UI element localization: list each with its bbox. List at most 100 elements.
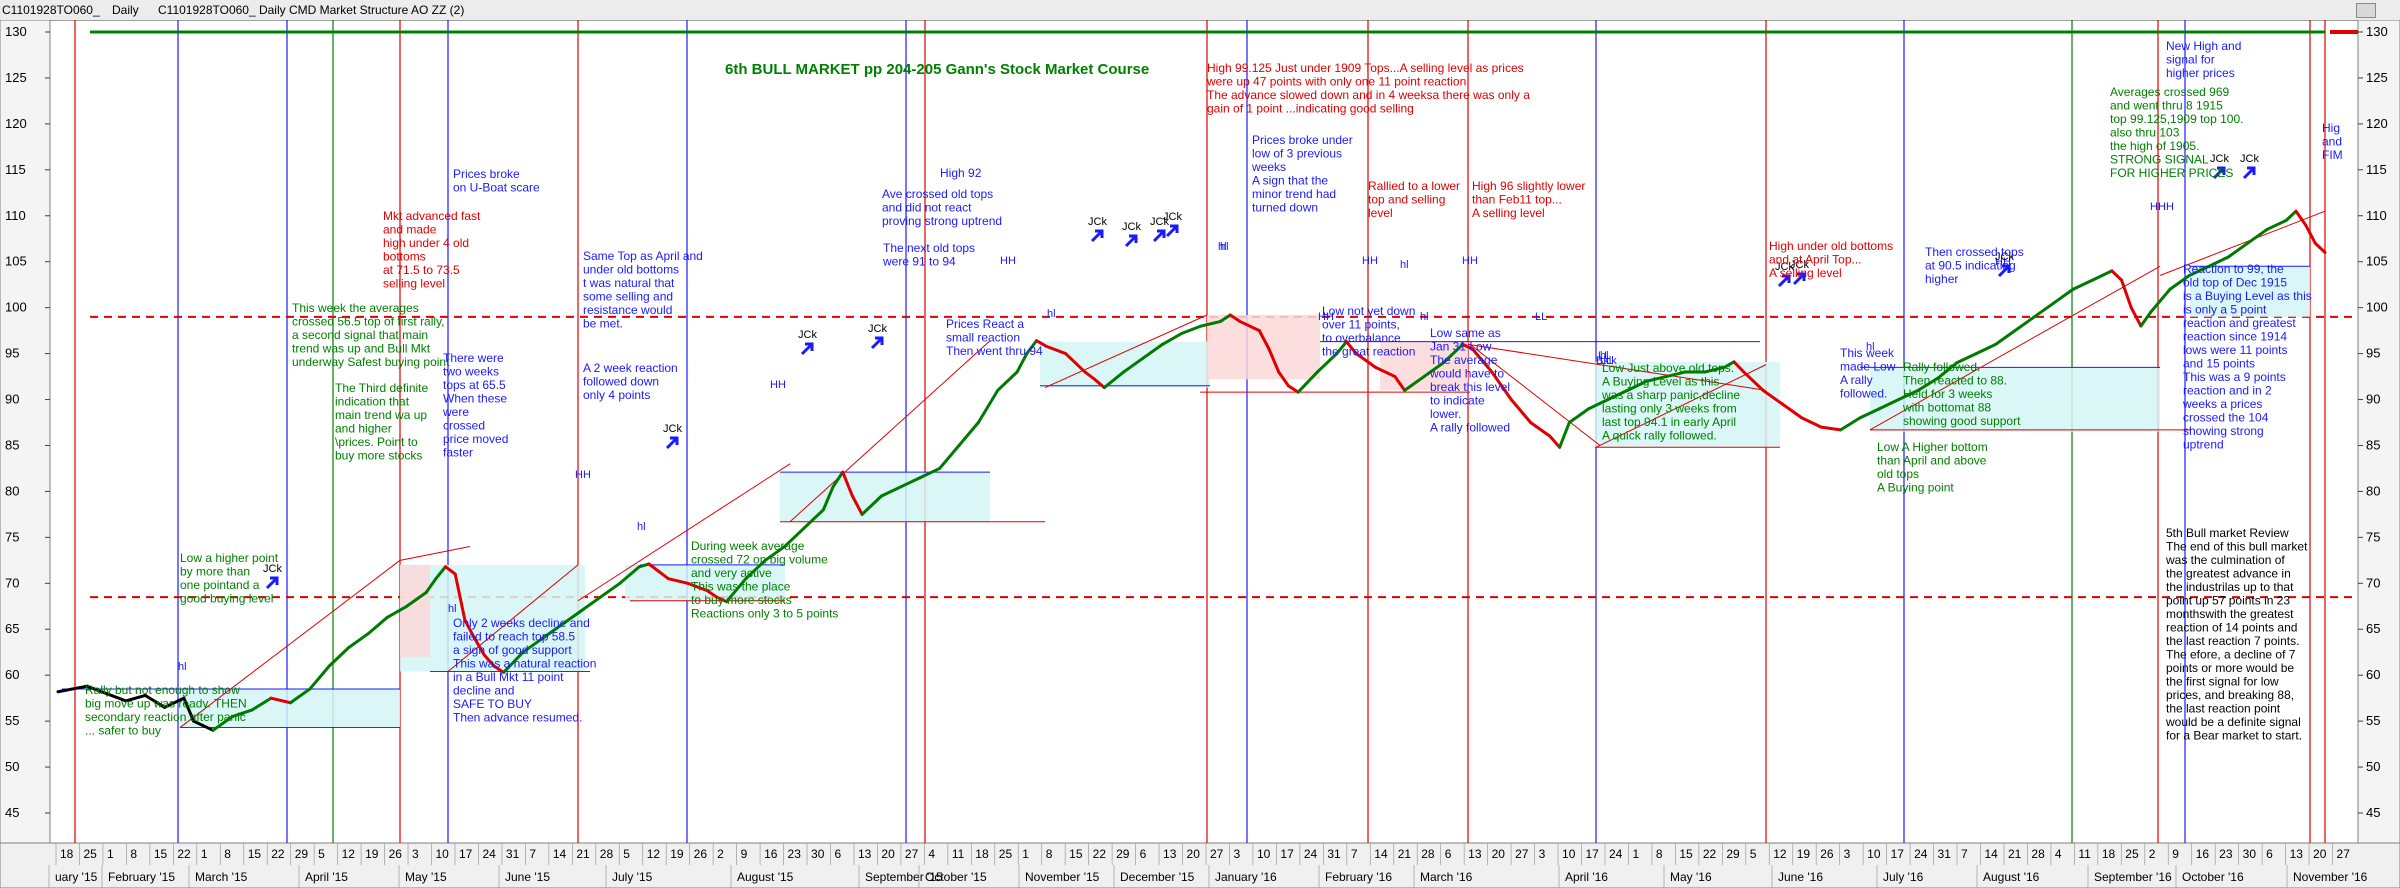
swing-label: LL [1600, 355, 1612, 367]
annotation-line: Held for 3 weeks [1903, 387, 1992, 401]
price-segment [1955, 352, 1978, 365]
price-segment [957, 421, 980, 447]
annotations: Rally but not enough to show big move up … [85, 39, 2343, 743]
day-label: 18 [2102, 847, 2116, 861]
annotation-line: A rally [1840, 373, 1873, 387]
price-segment [1994, 329, 2017, 346]
price-segment [850, 494, 864, 516]
price-segment [1664, 370, 1688, 379]
price-segment [976, 388, 1000, 424]
x-month-labels: uary '15 February '15 March '15 April '15 Ma… [48, 865, 2368, 888]
annotation-line: under old bottoms [583, 263, 679, 277]
annotation-line: in a Bull Mkt 11 point [453, 670, 564, 684]
month-label: September '16 [2094, 870, 2172, 884]
annotation-line: point up 57 points in 23 [2166, 594, 2290, 608]
jck-arrow-icon [1165, 224, 1179, 238]
price-segment [1916, 376, 1939, 392]
price-segment [686, 581, 709, 593]
price-segment [2120, 278, 2133, 310]
annotation-line: 5th Bull market Review [2166, 526, 2289, 540]
price-segment [1160, 331, 1184, 346]
annotation-line: A Buying Level as this [1602, 375, 1719, 389]
price-segment [1441, 342, 1465, 365]
day-label: 22 [1093, 847, 1107, 861]
y-tick-label-left: 75 [5, 529, 19, 544]
annotation-line: The efore, a decline of 7 [2166, 648, 2296, 662]
annotation-text: Low same as Jan 31 Low The average would ha… [1429, 326, 1510, 435]
day-label: 19 [1797, 847, 1811, 861]
day-label: 29 [295, 847, 309, 861]
annotation-line: indication that [335, 395, 410, 409]
annotation-text: Prices React a small reaction Then went th… [946, 317, 1043, 358]
day-label: 14 [1374, 847, 1388, 861]
annotation-line: proving strong uptrend [882, 214, 1002, 228]
annotation-line: High 96 slightly lower [1472, 179, 1585, 193]
day-label: 8 [1656, 847, 1663, 861]
day-label: 26 [1820, 847, 1834, 861]
y-tick-label-left: 85 [5, 437, 19, 452]
annotation-line: two weeks [443, 365, 499, 379]
day-label: 15 [154, 847, 168, 861]
day-label: 21 [1398, 847, 1412, 861]
y-tick-label-right: 70 [2366, 575, 2380, 590]
price-segment [1180, 324, 1203, 335]
jck-label: JCk [2210, 153, 2229, 165]
annotation-line: SAFE TO BUY [453, 697, 532, 711]
price-segment [1490, 370, 1513, 402]
day-label: 13 [2290, 847, 2304, 861]
annotation-line: crossed the 104 [2183, 411, 2269, 425]
jck-label: JCk [1150, 216, 1169, 228]
day-label: 3 [1844, 847, 1851, 861]
minimize-button[interactable] [2356, 3, 2376, 18]
annotation-line: with bottomat 88 [1902, 401, 1991, 415]
month-label: June '15 [505, 870, 550, 884]
day-label: 8 [1046, 847, 1053, 861]
annotation-line: FOR HIGHER PRICES [2110, 166, 2233, 180]
annotation-line: at 71.5 to 73.5 [383, 263, 460, 277]
day-label: 22 [177, 847, 191, 861]
price-segment [1315, 352, 1339, 374]
shaded-zones [180, 266, 2310, 728]
day-label: 17 [1586, 847, 1600, 861]
price-segment [2313, 241, 2327, 255]
price-segment [463, 618, 477, 640]
annotation-line: be met. [583, 317, 623, 331]
annotation-line: Averages crossed 969 [2110, 85, 2230, 99]
zone [180, 688, 400, 728]
annotation-text: Low A Higher bottom than April and above o… [1877, 440, 1988, 495]
price-segment [1703, 365, 1726, 374]
annotation-line: the greatest advance in [2166, 567, 2291, 581]
day-label: 20 [1187, 847, 1201, 861]
annotation-text: Prices broke under low of 3 previous weeks… [1251, 133, 1353, 215]
annotation-line: high under 4 old [383, 236, 469, 250]
month-label: March '16 [1420, 870, 1473, 884]
annotation-line: were 91 to 94 [882, 255, 956, 269]
price-segment [2245, 228, 2269, 245]
day-label: 6 [834, 847, 841, 861]
day-label: 13 [1468, 847, 1482, 861]
day-label: 19 [365, 847, 379, 861]
annotation-text: Hig and FIM [2322, 121, 2343, 162]
month-label: December '15 [1120, 870, 1195, 884]
annotation-line: trend was up and Bull Mkt [292, 342, 431, 356]
y-tick-label-right: 130 [2366, 24, 2388, 39]
annotation-line: big move up was ready. THEN [85, 697, 247, 711]
annotation-line: the last reaction point [2166, 702, 2281, 716]
annotation-line: High 99.125 Just under 1909 Tops...A sel… [1207, 61, 1524, 75]
annotation-line: by more than [180, 565, 250, 579]
price-segment [473, 636, 486, 657]
annotation-line: at 90.5 indicating [1925, 259, 2016, 273]
price-segment [2149, 287, 2172, 314]
annotation-text: This week the averages crossed 56.5 top o… [292, 301, 450, 369]
annotation-line: gain of 1 point ...indicating good selli… [1207, 102, 1414, 116]
jck-arrow-icon [1090, 229, 1104, 243]
day-label: 4 [928, 847, 935, 861]
annotation-line: When these [443, 392, 507, 406]
annotation-line: and went thru 8 1915 [2110, 99, 2223, 113]
annotation-line: reaction and in 2 [2183, 384, 2272, 398]
annotation-line: higher prices [2166, 66, 2235, 80]
annotation-line: lasting only 3 weeks from [1602, 402, 1737, 416]
jck-arrow-icon [265, 576, 279, 590]
y-tick-label-left: 115 [5, 162, 26, 177]
